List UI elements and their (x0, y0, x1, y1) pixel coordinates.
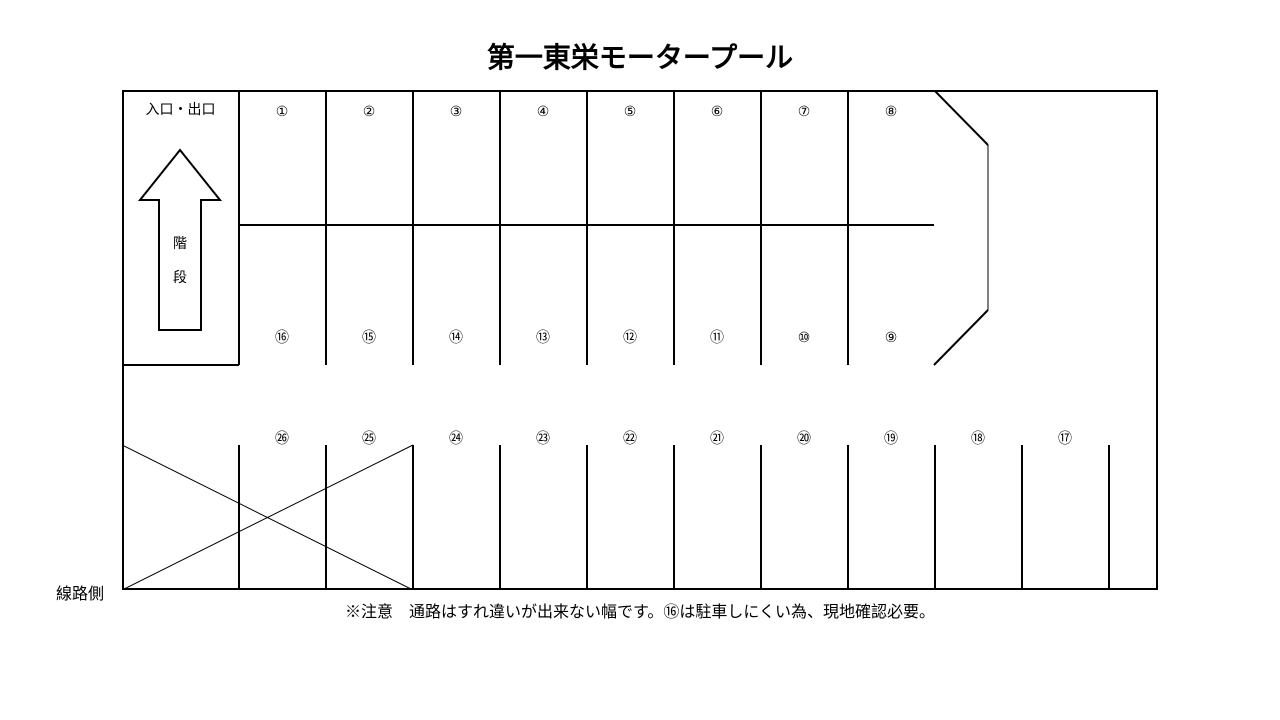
slot-㉖: ㉖ (275, 430, 289, 446)
slot-⑥: ⑥ (711, 103, 724, 119)
slot-㉔: ㉔ (449, 430, 463, 446)
stair-label-2: 段 (173, 269, 187, 285)
slot-⑳: ⑳ (797, 430, 811, 446)
slot-⑩: ⑩ (798, 329, 811, 345)
diagram-title: 第一東栄モータープール (0, 0, 1280, 76)
stair-label-1: 階 (173, 235, 187, 251)
slot-⑫: ⑫ (623, 329, 637, 345)
slot-⑰: ⑰ (1058, 430, 1072, 446)
slot-⑯: ⑯ (275, 329, 289, 345)
slot-⑱: ⑱ (971, 430, 985, 446)
slot-④: ④ (537, 103, 550, 119)
parking-lot-diagram: 入口・出口階段 ① ② ③ ④ ⑤ ⑥ ⑦ ⑧ ⑯ ⑮ ⑭ ⑬ ⑫ ⑪ ⑩ ⑨ ㉖ ㉕ ㉔ ㉓ ㉒ ㉑ ⑳ ⑲ ⑱ ⑰ (122, 90, 1158, 590)
slot-⑦: ⑦ (798, 103, 811, 119)
slot-㉑: ㉑ (710, 430, 724, 446)
slot-⑲: ⑲ (884, 430, 898, 446)
slot-⑧: ⑧ (885, 103, 898, 119)
railway-side-label: 線路側 (56, 580, 104, 604)
slot-⑪: ⑪ (710, 329, 724, 345)
slot-③: ③ (450, 103, 463, 119)
footnote: ※注意 通路はすれ違いが出来ない幅です。⑯は駐車しにくい為、現地確認必要。 (0, 598, 1280, 622)
slot-①: ① (276, 103, 289, 119)
slot-⑤: ⑤ (624, 103, 637, 119)
entrance-exit-label: 入口・出口 (146, 101, 216, 117)
slot-⑭: ⑭ (449, 329, 463, 345)
slot-⑨: ⑨ (885, 329, 898, 345)
slot-㉕: ㉕ (362, 430, 376, 446)
slot-⑬: ⑬ (536, 329, 550, 345)
slot-㉓: ㉓ (536, 430, 550, 446)
slot-⑮: ⑮ (362, 329, 376, 345)
slot-㉒: ㉒ (623, 430, 637, 446)
slot-②: ② (363, 103, 376, 119)
